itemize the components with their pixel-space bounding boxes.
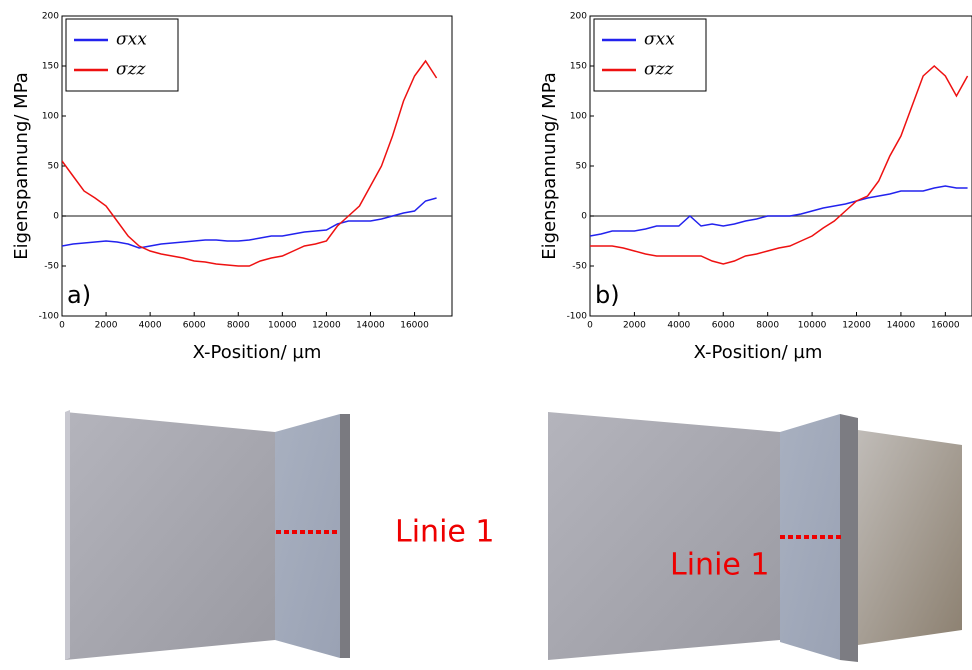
panel-label: b) (595, 281, 620, 309)
x-tick-label: 2000 (623, 321, 646, 331)
x-tick-label: 4000 (139, 321, 162, 331)
y-tick-label: 150 (570, 62, 587, 72)
y-tick-label: 150 (42, 62, 59, 72)
line-label: Linie 1 (395, 515, 494, 550)
legend-box (593, 18, 707, 92)
x-axis-label: X-Position/ µm (694, 342, 823, 363)
y-tick-label: 0 (581, 212, 587, 222)
legend-label: σxx (116, 30, 147, 50)
x-tick-label: 10000 (268, 321, 297, 331)
chart: 0 2000 4000 6000 8000 10000 12000 14000 16000-10… (539, 12, 972, 363)
render-1: Linie 1 (65, 410, 494, 660)
y-tick-label: 100 (42, 112, 59, 122)
x-tick-label: 14000 (887, 321, 916, 331)
x-tick-label: 0 (59, 321, 65, 331)
legend-label: σzz (644, 60, 675, 80)
legend-label: σxx (644, 30, 675, 50)
panel-label: a) (67, 281, 91, 309)
x-axis-label: X-Position/ µm (193, 342, 322, 363)
x-tick-label: 6000 (183, 321, 206, 331)
y-tick-label: 50 (48, 162, 60, 172)
legend-box (65, 18, 179, 92)
y-axis-label: Eigenspannung/ MPa (539, 72, 560, 260)
series-line (590, 185, 968, 237)
series-line (590, 64, 969, 265)
x-tick-label: 16000 (400, 321, 429, 331)
x-tick-label: 14000 (356, 321, 385, 331)
x-tick-label: 6000 (712, 321, 735, 331)
x-tick-label: 12000 (842, 321, 871, 331)
x-tick-label: 4000 (667, 321, 690, 331)
x-tick-label: 2000 (95, 321, 118, 331)
series-line (62, 59, 438, 267)
line-label: Linie 1 (670, 548, 769, 583)
legend-label: σzz (116, 60, 147, 80)
y-tick-label: 100 (570, 112, 587, 122)
y-tick-label: 200 (570, 12, 587, 22)
x-tick-label: 8000 (756, 321, 779, 331)
y-tick-label: -50 (572, 262, 587, 272)
x-tick-label: 0 (587, 321, 593, 331)
series-line (62, 197, 437, 249)
x-tick-label: 8000 (227, 321, 250, 331)
y-tick-label: 0 (53, 212, 59, 222)
x-tick-label: 10000 (798, 321, 827, 331)
y-tick-label: -50 (44, 262, 59, 272)
y-tick-label: 50 (576, 162, 588, 172)
y-tick-label: 200 (42, 12, 59, 22)
x-tick-label: 12000 (312, 321, 341, 331)
x-tick-label: 16000 (931, 321, 960, 331)
y-tick-label: -100 (39, 312, 60, 322)
render-2: Linie 1 (548, 412, 962, 662)
y-axis-label: Eigenspannung/ MPa (11, 72, 32, 260)
chart: 0 2000 4000 6000 8000 10000 12000 14000 16000-10… (11, 12, 453, 363)
y-tick-label: -100 (567, 312, 588, 322)
